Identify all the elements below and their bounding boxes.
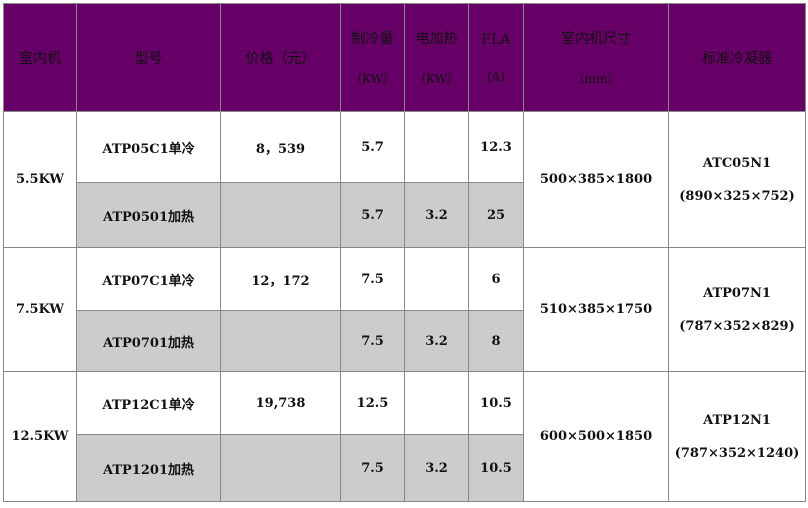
spec-table: 室内机 型号 价格（元） 制冷量 （KW） 电加热 （KW） FLA (A) 室内机尺… [3,3,806,502]
heating-cell [404,111,469,183]
heating-cell [404,371,469,435]
condenser-model: ATC05N1 [702,155,772,171]
fla-cell: 25 [468,182,524,248]
size-cell: 510×385×1750 [523,247,669,372]
table-row: 5.5KW ATP05C1单冷 8，539 5.7 12.3 500×385×1800 AT… [3,111,806,248]
table-row: ATP1201加热 7.5 3.2 10.5 [4,434,806,502]
heating-cell [404,247,469,311]
header-unit: 室内机 [3,3,77,112]
model-cell: ATP0501加热 [76,182,221,248]
fla-cell: 10.5 [468,371,524,435]
model-cell: ATP0701加热 [76,310,221,372]
cooling-cell: 5.7 [340,111,405,183]
size-cell: 500×385×1800 [523,111,669,248]
unit-cell: 7.5KW [3,247,77,372]
model-cell: ATP05C1单冷 [76,111,221,183]
header-cooling: 制冷量 （KW） [340,3,405,112]
price-cell: 12，172 [220,247,341,311]
model-cell: ATP07C1单冷 [76,247,221,311]
model-cell: ATP1201加热 [76,434,221,502]
fla-cell: 10.5 [468,434,524,502]
price-cell [220,434,341,502]
cooling-cell: 12.5 [340,371,405,435]
condenser-cell: ATP12N1 (787×352×1240) [668,371,806,502]
condenser-model: ATP07N1 [703,285,771,301]
fla-cell: 6 [468,247,524,311]
header-size: 室内机尺寸 （mm） [523,3,669,112]
header-model: 型号 [76,3,221,112]
fla-cell: 12.3 [468,111,524,183]
cooling-cell: 7.5 [340,434,405,502]
condenser-cell: ATC05N1 (890×325×752) [668,111,806,248]
header-fla: FLA (A) [468,3,524,112]
header-heating: 电加热 （KW） [404,3,469,112]
heating-cell: 3.2 [404,182,469,248]
fla-cell: 8 [468,310,524,372]
cooling-cell: 5.7 [340,182,405,248]
condenser-size: (890×325×752) [679,188,795,204]
cooling-cell: 7.5 [340,310,405,372]
condenser-size: (787×352×1240) [674,445,800,461]
table-row: 12.5KW ATP12C1单冷 19,738 12.5 10.5 600×500×185… [3,371,806,502]
price-cell [220,182,341,248]
condenser-size: (787×352×829) [679,318,795,334]
unit-cell: 5.5KW [3,111,77,248]
table-row: 7.5KW ATP07C1单冷 12，172 7.5 6 510×385×1750 ATP0… [3,247,806,372]
table-row: ATP0501加热 5.7 3.2 25 [4,182,806,248]
model-cell: ATP12C1单冷 [76,371,221,435]
heating-cell: 3.2 [404,434,469,502]
unit-cell: 12.5KW [3,371,77,502]
cooling-cell: 7.5 [340,247,405,311]
size-cell: 600×500×1850 [523,371,669,502]
price-cell [220,310,341,372]
price-cell: 19,738 [220,371,341,435]
header-condenser: 标准冷凝器 [668,3,806,112]
condenser-model: ATP12N1 [703,412,771,428]
condenser-cell: ATP07N1 (787×352×829) [668,247,806,372]
price-cell: 8，539 [220,111,341,183]
heating-cell: 3.2 [404,310,469,372]
header-row: 室内机 型号 价格（元） 制冷量 （KW） 电加热 （KW） FLA (A) 室内机尺… [3,3,806,112]
header-price: 价格（元） [220,3,341,112]
table-row: ATP0701加热 7.5 3.2 8 [4,310,806,372]
